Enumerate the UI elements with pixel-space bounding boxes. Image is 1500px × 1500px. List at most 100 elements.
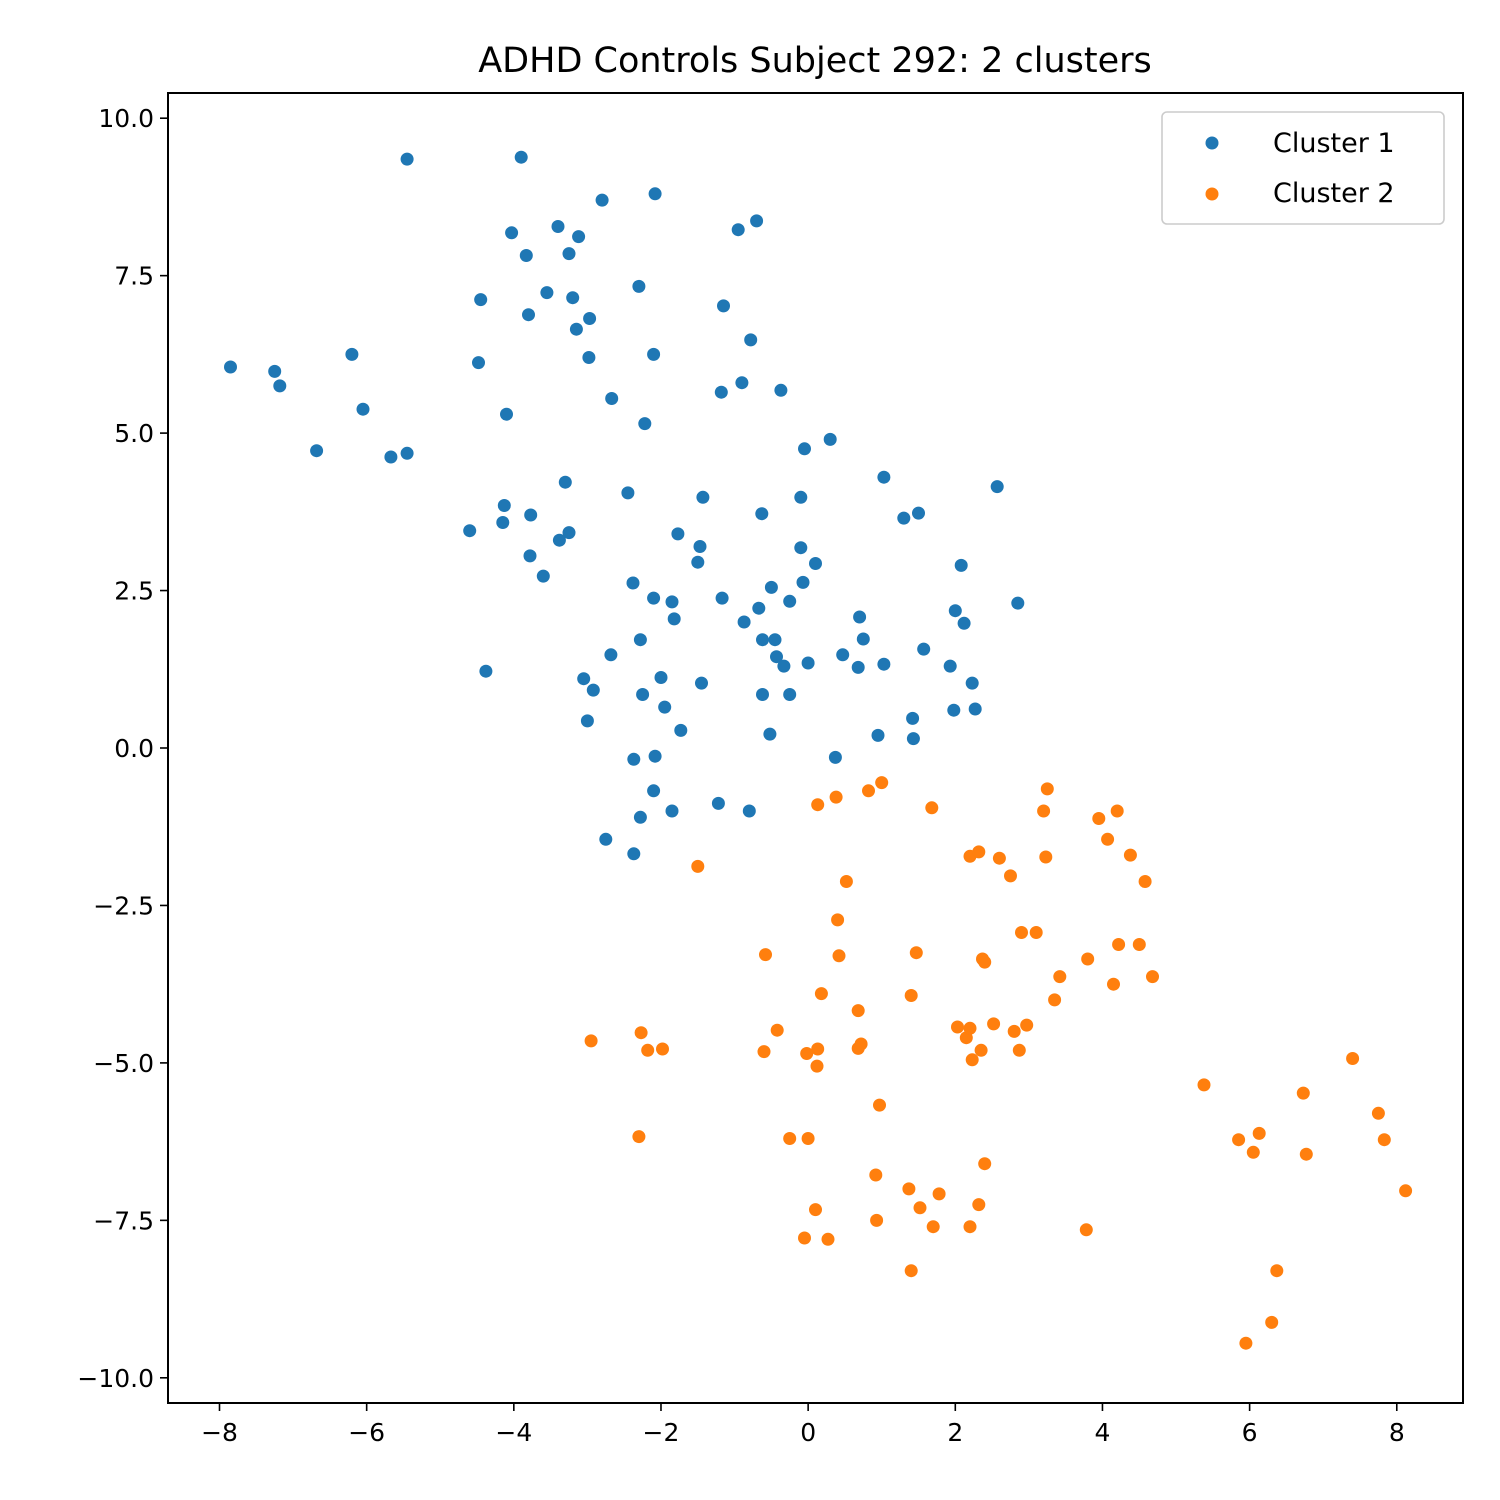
data-point bbox=[764, 580, 778, 594]
data-point bbox=[654, 671, 668, 684]
y-tick-label: −2.5 bbox=[93, 891, 154, 920]
data-point bbox=[1081, 952, 1095, 966]
data-point bbox=[774, 383, 788, 397]
data-point bbox=[756, 633, 769, 647]
data-point bbox=[968, 702, 982, 716]
data-point bbox=[904, 1264, 918, 1278]
y-tick-label: −10.0 bbox=[77, 1364, 154, 1393]
series-cluster-1 bbox=[224, 150, 1025, 861]
data-point bbox=[717, 299, 730, 313]
data-point bbox=[1092, 812, 1106, 825]
x-tick-label: −8 bbox=[201, 1418, 238, 1447]
data-point bbox=[869, 1168, 883, 1182]
data-point bbox=[768, 633, 782, 647]
data-point bbox=[972, 1198, 986, 1212]
data-point bbox=[831, 913, 845, 927]
data-point bbox=[384, 450, 398, 464]
data-point bbox=[856, 632, 870, 646]
data-point bbox=[463, 524, 477, 538]
data-point bbox=[636, 688, 650, 701]
data-point bbox=[965, 676, 979, 690]
data-point bbox=[647, 784, 661, 798]
data-point bbox=[948, 604, 962, 618]
data-point bbox=[755, 507, 769, 521]
y-tick-label: 2.5 bbox=[114, 577, 154, 606]
data-point bbox=[913, 1201, 927, 1215]
data-point bbox=[783, 1132, 797, 1145]
data-point bbox=[562, 526, 576, 540]
data-point bbox=[522, 308, 535, 322]
data-point bbox=[268, 364, 282, 378]
data-point bbox=[809, 1203, 822, 1217]
data-point bbox=[1270, 1264, 1284, 1278]
data-point bbox=[821, 1232, 835, 1246]
data-point bbox=[1007, 1024, 1021, 1038]
data-point bbox=[638, 417, 652, 431]
axes: −8 −6 −4 −2 0 2 4 6 8 −10.0 −7.5 −5.0 −2.5 0.0 2.5 5.0 7… bbox=[77, 92, 1464, 1447]
data-point bbox=[752, 601, 766, 615]
data-point bbox=[1004, 869, 1017, 883]
data-point bbox=[519, 249, 533, 262]
data-point bbox=[1110, 804, 1124, 818]
data-point bbox=[584, 1034, 598, 1048]
data-point bbox=[1112, 938, 1126, 951]
data-point bbox=[906, 711, 920, 725]
data-point bbox=[735, 376, 749, 390]
data-point bbox=[796, 575, 810, 589]
data-point bbox=[798, 442, 811, 456]
data-point bbox=[665, 595, 679, 609]
data-point bbox=[801, 1132, 815, 1145]
data-point bbox=[770, 1023, 784, 1037]
x-tick-label: 0 bbox=[800, 1418, 816, 1447]
data-point bbox=[1107, 977, 1120, 991]
data-point bbox=[479, 664, 493, 678]
data-point bbox=[1197, 1078, 1211, 1092]
data-point bbox=[1146, 970, 1159, 984]
data-point bbox=[1037, 804, 1051, 818]
data-point bbox=[992, 851, 1006, 865]
data-point bbox=[763, 727, 777, 741]
y-tick-label: 7.5 bbox=[114, 262, 154, 291]
data-point bbox=[693, 540, 707, 553]
x-tick-label: 8 bbox=[1389, 1418, 1405, 1447]
data-point bbox=[828, 750, 842, 764]
data-point bbox=[794, 541, 808, 555]
data-point bbox=[691, 555, 705, 569]
data-point bbox=[224, 360, 237, 374]
data-point bbox=[873, 1098, 886, 1112]
data-point bbox=[356, 402, 370, 416]
data-point bbox=[633, 633, 647, 647]
data-point bbox=[1048, 993, 1062, 1007]
data-point bbox=[496, 516, 510, 529]
data-point bbox=[658, 700, 672, 714]
data-point bbox=[497, 499, 511, 512]
legend-marker-cluster-2 bbox=[1205, 187, 1219, 201]
data-point bbox=[877, 470, 891, 484]
data-point bbox=[906, 732, 920, 746]
data-point bbox=[794, 490, 808, 504]
data-point bbox=[523, 549, 537, 563]
data-point bbox=[897, 511, 911, 525]
data-point bbox=[648, 187, 662, 201]
data-point bbox=[853, 610, 867, 624]
y-tick-label: 10.0 bbox=[98, 104, 154, 133]
data-point bbox=[500, 407, 513, 421]
data-point bbox=[540, 286, 554, 300]
data-point bbox=[836, 648, 850, 662]
data-point bbox=[798, 1231, 811, 1245]
data-point bbox=[978, 955, 992, 969]
data-point bbox=[536, 569, 550, 583]
data-point bbox=[1346, 1052, 1360, 1065]
data-point bbox=[400, 446, 414, 460]
x-tick-label: 4 bbox=[1095, 1418, 1111, 1447]
data-point bbox=[633, 810, 647, 824]
data-point bbox=[851, 1004, 865, 1018]
data-point bbox=[558, 475, 572, 489]
data-point bbox=[514, 150, 528, 164]
data-point bbox=[770, 650, 783, 664]
series-cluster-2 bbox=[584, 776, 1413, 1350]
data-point bbox=[978, 1157, 992, 1171]
data-point bbox=[647, 347, 661, 361]
data-point bbox=[310, 444, 324, 458]
plot-area bbox=[224, 150, 1413, 1350]
